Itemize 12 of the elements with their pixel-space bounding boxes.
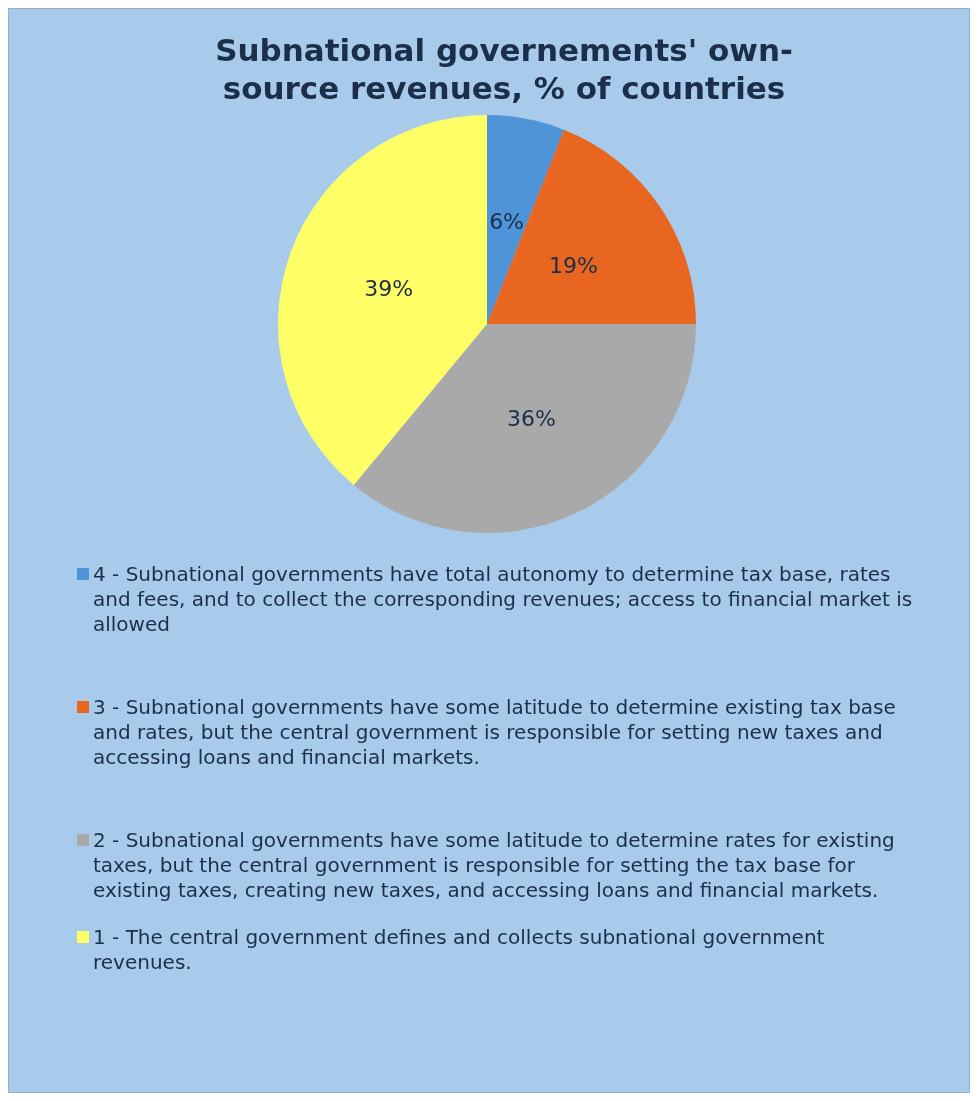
pie-slice [353,324,696,533]
legend-label: 4 - Subnational governments have total autonomy to determine tax base, rates and fees, and to collect the corresponding revenues; access to financial market is allowed [93,562,914,637]
data-label: 19% [548,252,598,278]
pie-slice [278,115,487,486]
data-label: 6% [489,208,525,234]
legend-label: 3 - Subnational governments have some latitude to determine existing tax base and rates, but the central government is responsible for setting new taxes and accessing loans and financial markets. [93,695,897,770]
pie-slice [487,129,696,324]
data-label: 39% [364,276,414,302]
legend-label: 1 - The central government defines and collects subnational government revenues. [93,925,826,975]
chart-title: Subnational governements' own-source revenues, % of countries [214,31,794,107]
data-label: 36% [507,406,556,432]
legend-label: 2 - Subnational governments have some latitude to determine rates for existing taxes, but the central government is responsible for setting the tax base for existing taxes, creating new taxes, and accessing loans and financial markets. [93,828,896,903]
